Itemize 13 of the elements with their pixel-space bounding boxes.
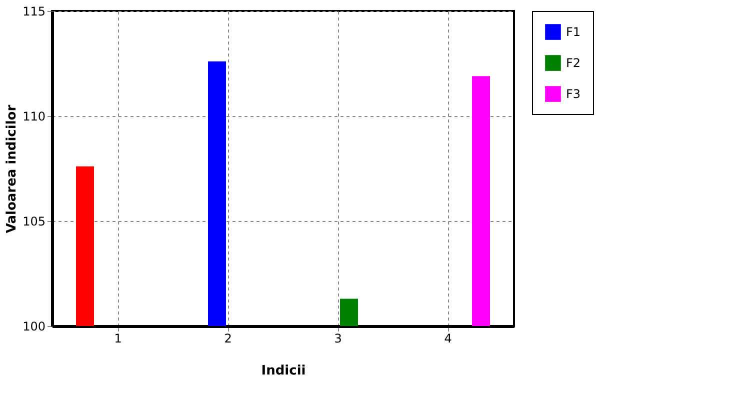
y-tick-label: 115 <box>22 4 46 18</box>
y-axis-title: Valoarea indicilor <box>4 104 20 234</box>
x-tick-label: 1 <box>114 332 122 346</box>
legend-label: F3 <box>566 87 581 101</box>
y-tick-label: 110 <box>22 110 46 124</box>
legend-label: F2 <box>566 56 581 70</box>
x-tick-label: 4 <box>444 332 452 346</box>
x-tick-label: 3 <box>334 332 342 346</box>
y-tick-label: 100 <box>22 320 46 334</box>
legend-label: F1 <box>566 25 581 39</box>
x-tick-label: 2 <box>224 332 232 346</box>
x-axis-title: Indicii <box>261 364 306 378</box>
y-tick-label: 105 <box>22 214 46 228</box>
